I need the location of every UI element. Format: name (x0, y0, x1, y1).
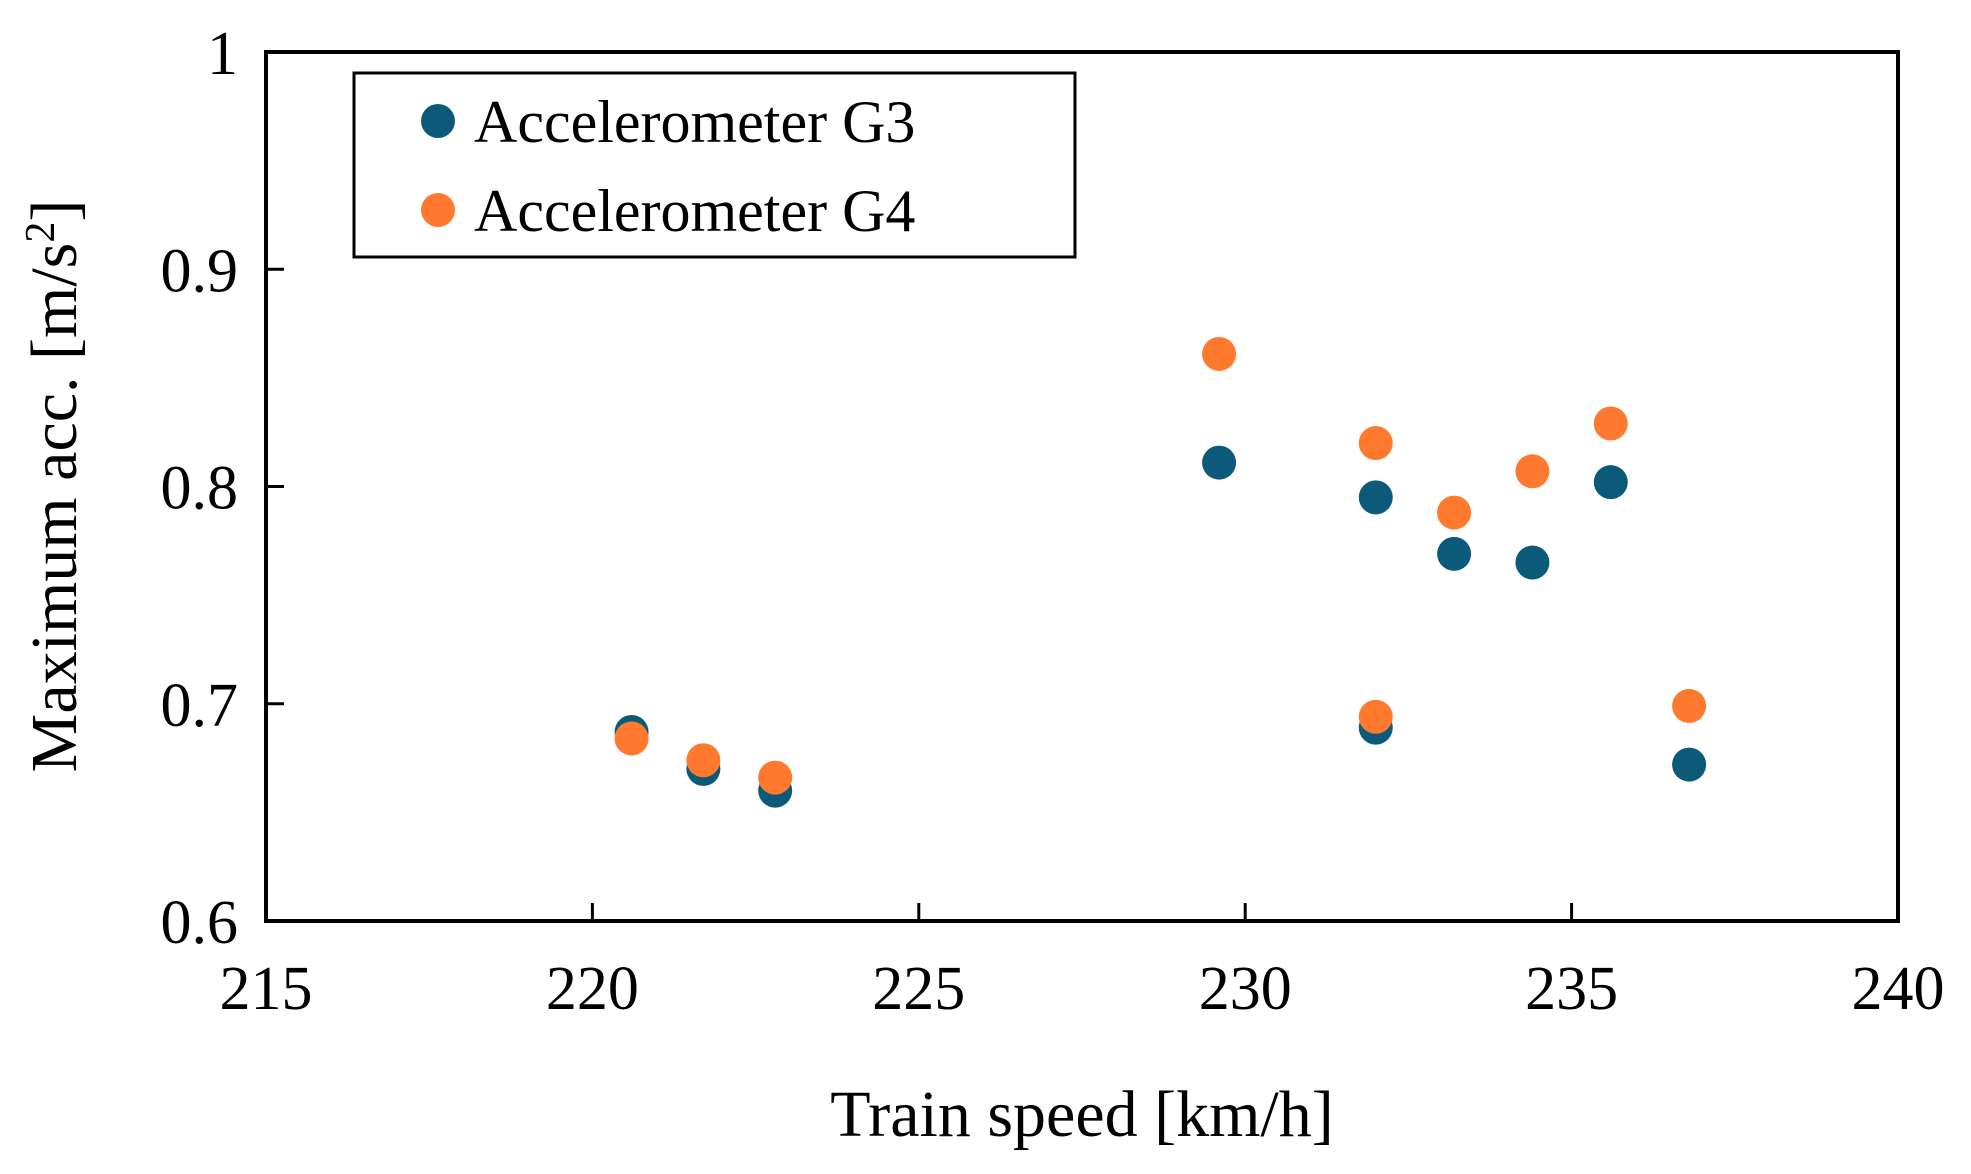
g3-data-point (1515, 545, 1550, 580)
y-axis-title-superscript: 2 (18, 222, 64, 243)
g4-data-point (1358, 426, 1393, 461)
y-axis-title-main: Maximum acc. [m/s (18, 243, 91, 773)
legend-box (352, 71, 1077, 259)
x-tick-label: 235 (1525, 955, 1618, 1023)
legend-label-g3: Accelerometer G3 (474, 89, 915, 155)
y-tick-label: 0.9 (161, 237, 239, 305)
y-axis-title: Maximum acc. [m/s2] (18, 200, 91, 773)
g3-data-point (1437, 536, 1472, 571)
data-points (614, 336, 1707, 808)
g4-data-point (758, 760, 793, 795)
legend-label-g4: Accelerometer G4 (474, 178, 915, 244)
x-tick-label: 220 (546, 955, 639, 1023)
g3-data-point (1358, 480, 1393, 515)
x-tick-label: 215 (220, 955, 313, 1023)
g4-data-point (1437, 495, 1472, 530)
g4-data-point (1672, 688, 1707, 723)
g4-data-point (686, 743, 721, 778)
g4-data-point (1358, 699, 1393, 734)
x-axis-title: Train speed [km/h] (830, 1078, 1334, 1151)
legend-marker-g3 (421, 104, 455, 138)
y-tick-label: 0.6 (161, 889, 239, 957)
y-axis-title-close: ] (18, 200, 91, 222)
g3-data-point (1202, 445, 1237, 480)
y-tick-label: 1 (207, 20, 238, 88)
x-tick-label: 240 (1852, 955, 1945, 1023)
x-tick-label: 230 (1199, 955, 1292, 1023)
legend: Accelerometer G3 Accelerometer G4 (352, 71, 1077, 259)
legend-marker-g4 (421, 193, 455, 227)
y-tick-label: 0.8 (161, 455, 239, 523)
g4-data-point (1515, 454, 1550, 489)
g4-data-point (614, 721, 649, 756)
g4-data-point (1593, 406, 1628, 441)
g3-data-point (1672, 747, 1707, 782)
g3-data-point (1593, 465, 1628, 500)
y-axis-ticks: 0.6 0.7 0.8 0.9 1 (161, 20, 284, 957)
y-tick-label: 0.7 (161, 672, 239, 740)
x-tick-label: 225 (872, 955, 965, 1023)
g4-data-point (1202, 336, 1237, 371)
x-axis-ticks: 215 220 225 230 235 240 (220, 903, 1945, 1023)
